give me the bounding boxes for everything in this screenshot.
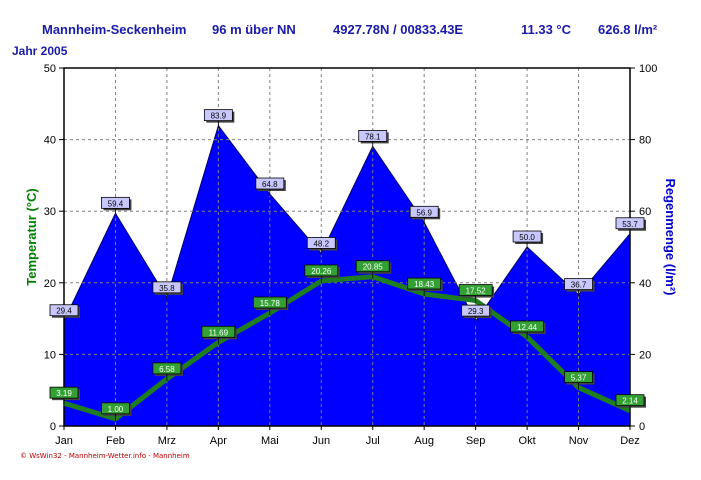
station-altitude: 96 m über NN [212, 22, 296, 37]
y2-axis-tick-label: 60 [639, 206, 651, 218]
temperature-line [63, 274, 632, 422]
y-axis-tick-label: 30 [44, 206, 56, 218]
temperature-data-label: 18.43 [407, 277, 443, 297]
svg-text:11.69: 11.69 [209, 328, 229, 337]
precipitation-data-label: 83.9 [203, 109, 235, 128]
svg-text:29.4: 29.4 [56, 307, 72, 316]
temperature-data-label: 1.00 [101, 402, 132, 421]
temperature-data-label: 2.14 [615, 394, 646, 413]
precipitation-data-label: 29.3 [461, 304, 492, 324]
x-axis-tick-label: Jul [366, 435, 380, 447]
temperature-data-label: 15.78 [252, 296, 289, 316]
svg-text:35.8: 35.8 [159, 284, 175, 293]
y2-axis-tick-label: 20 [639, 349, 651, 361]
x-axis-tick-label: Nov [569, 435, 589, 447]
y2-axis-title: Regenmenge (l/m²) [663, 178, 678, 295]
svg-text:59.4: 59.4 [108, 199, 124, 208]
svg-text:56.9: 56.9 [416, 208, 432, 217]
x-axis-tick-label: Mai [261, 435, 279, 447]
temperature-data-label: 12.44 [510, 320, 546, 339]
precipitation-data-label: 64.8 [255, 177, 286, 197]
y-axis-tick-label: 20 [44, 278, 56, 290]
svg-text:20.26: 20.26 [311, 267, 332, 276]
temperature-data-label: 6.58 [152, 362, 183, 381]
svg-text:53.7: 53.7 [622, 220, 638, 229]
footer-credit: © WsWin32 - Mannheim-Wetter.info - Mannh… [20, 452, 190, 460]
plot-frame [63, 67, 631, 427]
x-axis-tick-label: Sep [466, 435, 486, 447]
x-axis-tick-label: Apr [210, 435, 227, 447]
svg-text:36.7: 36.7 [571, 281, 587, 290]
x-axis-tick-label: Aug [414, 435, 434, 447]
svg-text:17.52: 17.52 [466, 287, 487, 296]
y2-axis-tick-label: 80 [639, 135, 651, 147]
y-axis-tick-label: 50 [44, 63, 56, 75]
svg-text:1.00: 1.00 [108, 405, 124, 414]
x-axis-tick-label: Mrz [158, 435, 176, 447]
svg-text:29.3: 29.3 [468, 307, 484, 316]
total-precipitation: 626.8 l/m² [598, 22, 658, 37]
x-axis-tick-label: Dez [620, 435, 640, 447]
precipitation-data-label: 35.8 [152, 281, 183, 300]
year-label: Jahr 2005 [12, 44, 68, 58]
y-axis-tick-label: 40 [44, 135, 56, 147]
x-axis-tick-label: Okt [519, 435, 536, 447]
y-axis-tick-label: 10 [44, 349, 56, 361]
temperature-data-label: 17.52 [458, 284, 495, 303]
precipitation-data-label: 36.7 [564, 278, 595, 297]
x-axis-tick-label: Feb [106, 435, 125, 447]
temperature-data-label: 3.19 [49, 386, 80, 406]
precipitation-data-label: 53.7 [615, 217, 646, 236]
y-axis-title: Temperatur (°C) [24, 188, 39, 285]
temperature-data-label: 20.85 [355, 260, 392, 279]
svg-text:15.78: 15.78 [260, 299, 281, 308]
precipitation-data-label: 29.4 [49, 304, 80, 323]
svg-text:83.9: 83.9 [211, 112, 227, 121]
y-axis-tick-label: 0 [50, 421, 56, 433]
svg-text:78.1: 78.1 [365, 132, 381, 141]
svg-text:18.43: 18.43 [414, 280, 435, 289]
temperature-data-label: 11.69 [201, 325, 237, 345]
svg-text:3.19: 3.19 [56, 389, 72, 398]
precipitation-area [63, 124, 631, 427]
svg-text:6.58: 6.58 [159, 365, 175, 374]
svg-text:64.8: 64.8 [262, 180, 278, 189]
svg-text:50.0: 50.0 [519, 233, 535, 242]
precipitation-data-label: 59.4 [101, 196, 132, 216]
svg-text:12.44: 12.44 [517, 323, 538, 332]
precipitation-data-label: 50.0 [512, 230, 544, 249]
y2-axis-tick-label: 0 [639, 421, 645, 433]
temperature-data-label: 20.26 [304, 264, 340, 283]
precipitation-data-label: 48.2 [306, 237, 338, 256]
station-coordinates: 4927.78N / 00833.43E [333, 22, 464, 37]
y2-axis-tick-label: 40 [639, 278, 651, 290]
x-axis-tick-label: Jun [312, 435, 330, 447]
precipitation-data-label: 78.1 [358, 130, 389, 149]
mean-temperature: 11.33 °C [521, 22, 572, 37]
x-axis-tick-label: Jan [55, 435, 73, 447]
precipitation-data-label: 56.9 [409, 205, 441, 225]
svg-text:20.85: 20.85 [363, 263, 384, 272]
svg-text:48.2: 48.2 [313, 239, 329, 248]
svg-text:5.37: 5.37 [571, 374, 587, 383]
y2-axis-tick-label: 100 [639, 63, 657, 75]
temperature-data-label: 5.37 [564, 371, 595, 390]
station-name: Mannheim-Seckenheim [42, 22, 187, 37]
svg-text:2.14: 2.14 [622, 397, 638, 406]
